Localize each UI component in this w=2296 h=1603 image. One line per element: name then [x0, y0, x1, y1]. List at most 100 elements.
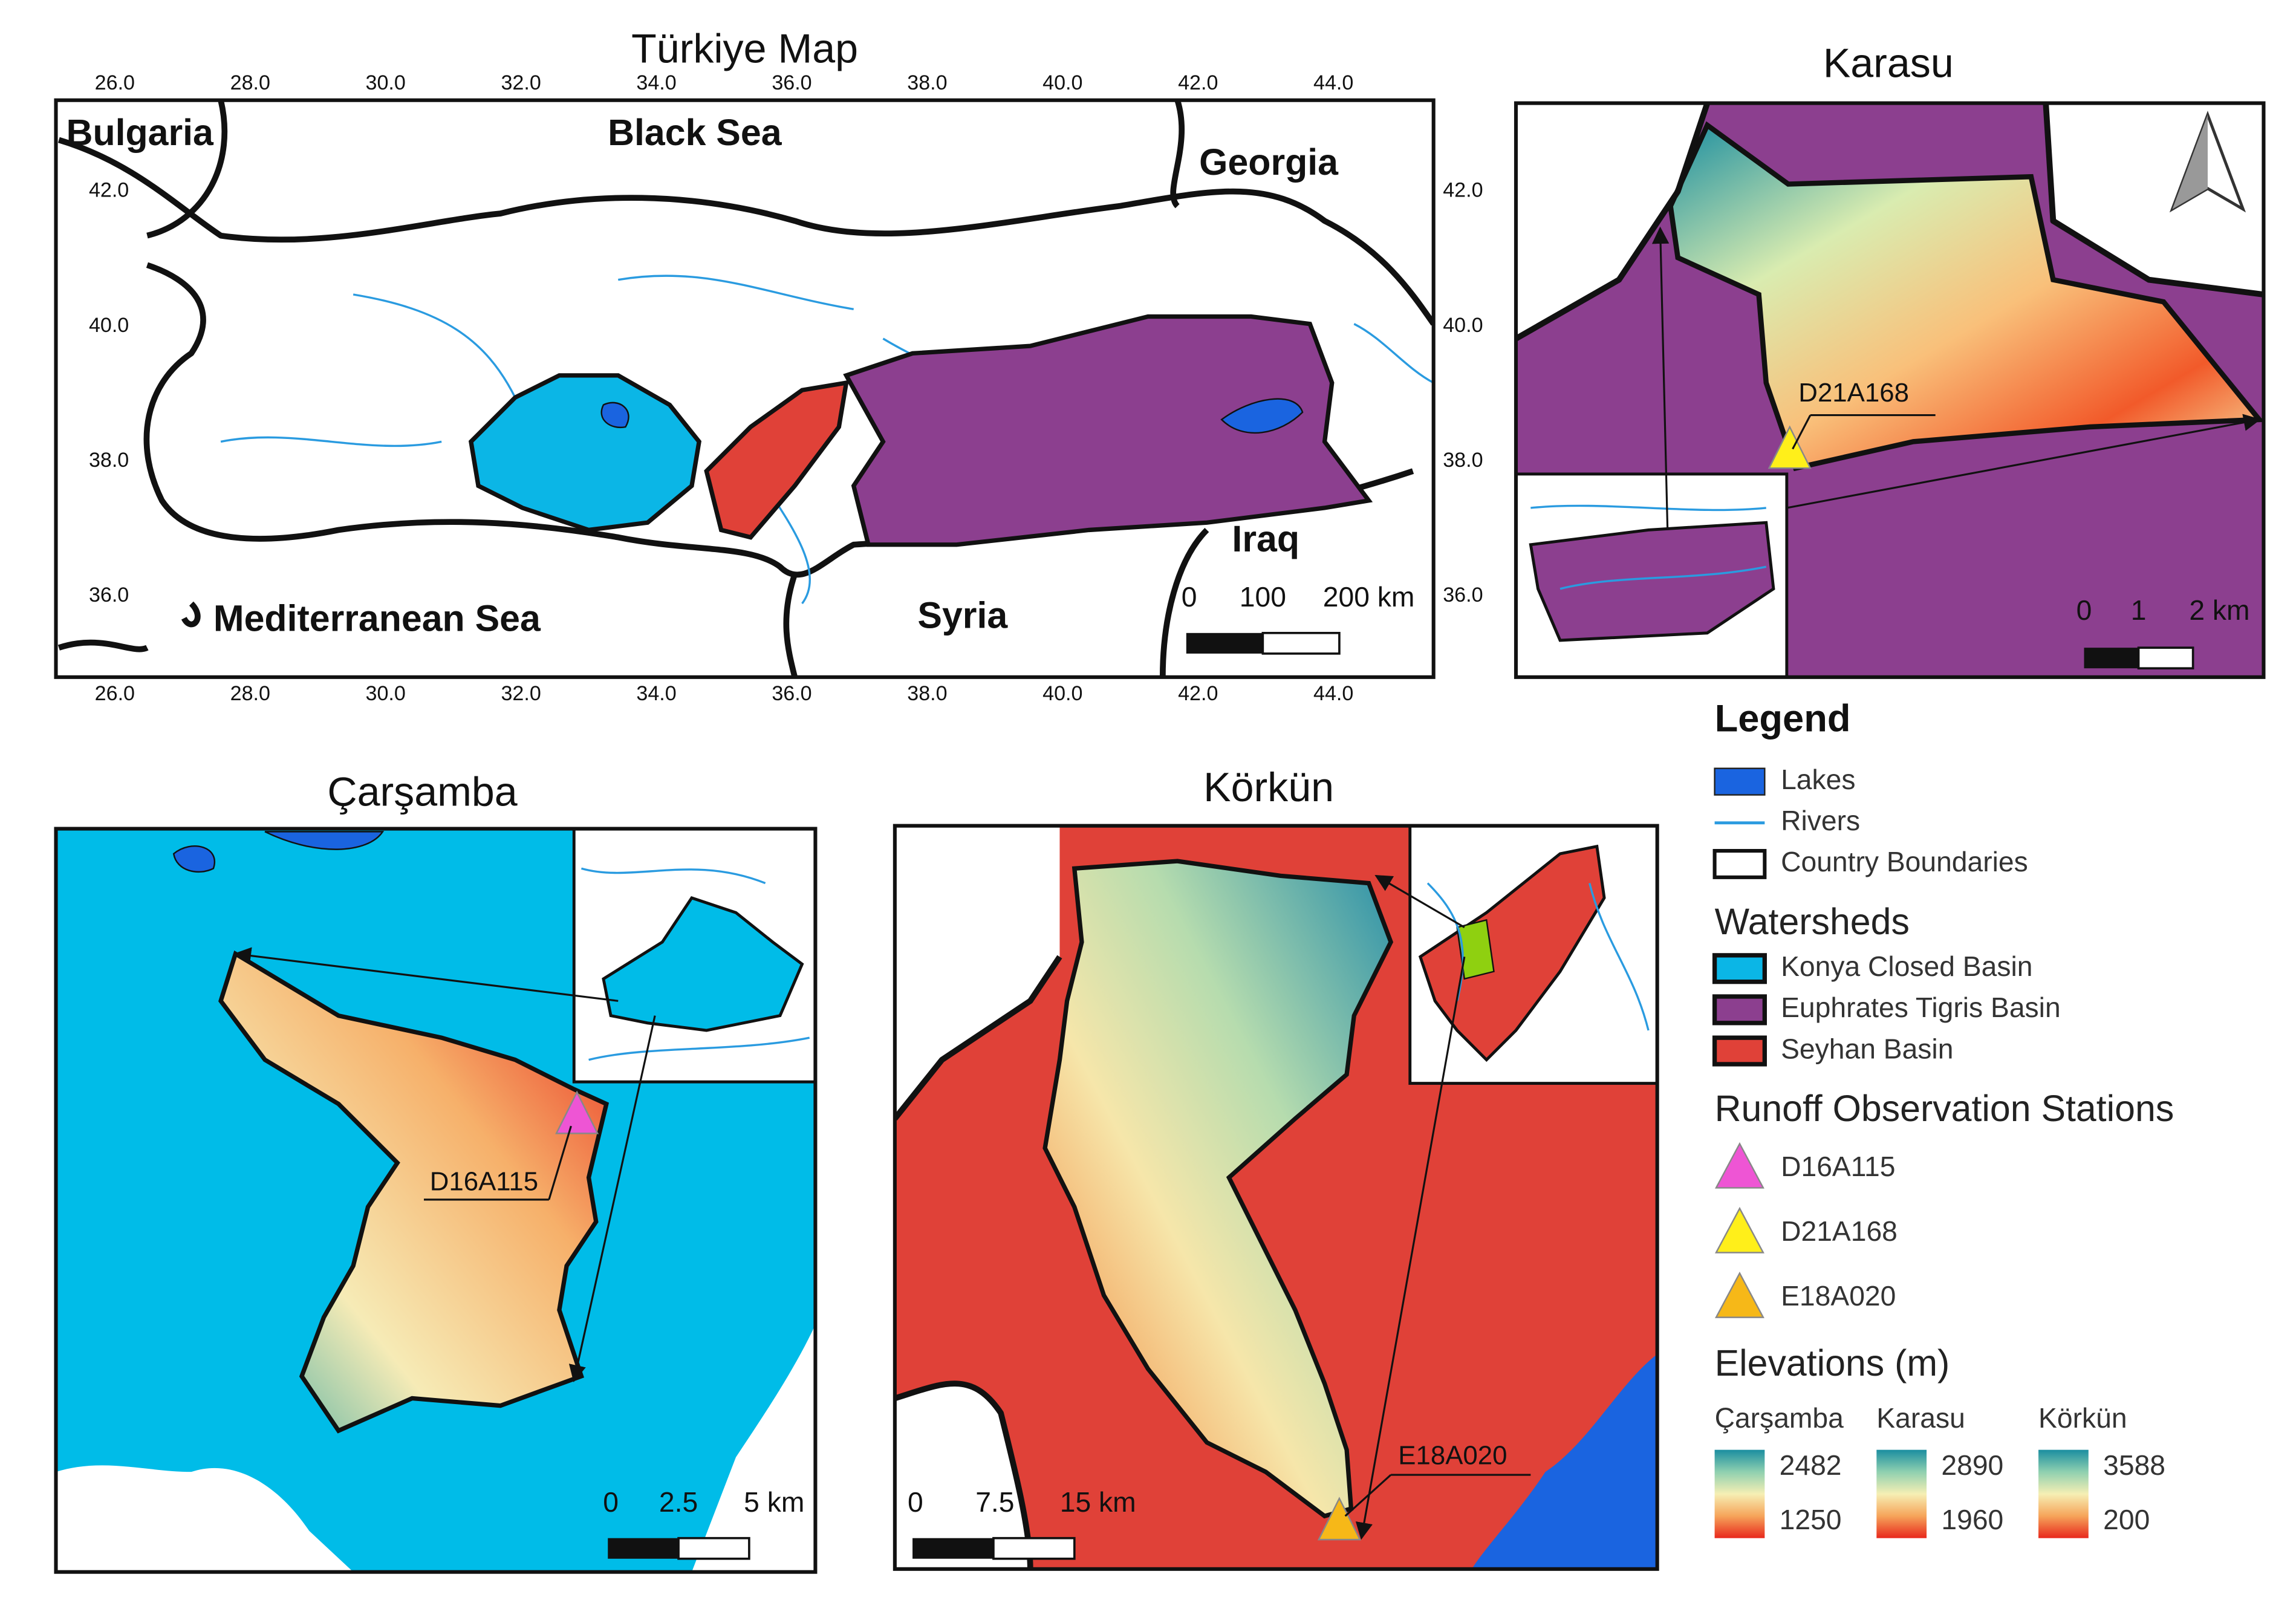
y-tick-label: 38.0: [89, 449, 129, 472]
legend-swatch: [1714, 767, 1766, 796]
y-tick-label: 42.0: [89, 179, 129, 202]
scale-label: 0: [603, 1486, 619, 1518]
x-tick-label: 30.0: [366, 682, 406, 705]
legend-swatch: [1712, 994, 1767, 1026]
y-tick-label: 36.0: [1443, 584, 1483, 606]
station-marker: [555, 1090, 599, 1134]
inset-arrow: [1355, 957, 1466, 1540]
x-tick-label: 26.0: [95, 71, 135, 94]
legend-item: Lakes: [1781, 764, 1855, 795]
legend-heading: Watersheds: [1715, 901, 1910, 942]
legend-item: D16A115: [1781, 1151, 1895, 1182]
inset-arrow: [1786, 414, 2261, 509]
scale-bar: [1261, 631, 1341, 655]
x-tick-label: 38.0: [907, 682, 947, 705]
scale-label: 2 km: [2189, 594, 2249, 626]
map-frame: [1514, 101, 2266, 679]
inset-basin: [1418, 844, 1606, 1062]
elevation-ramp: [1714, 1449, 1765, 1538]
scale-label: 7.5: [975, 1486, 1014, 1518]
legend-item: Rivers: [1781, 805, 1860, 836]
scale-label: 5 km: [744, 1486, 804, 1518]
elevation-raster: [1042, 859, 1394, 1519]
outside-area: [1515, 103, 2264, 339]
carsamba-map: D16A115 0 2.5 5 km: [56, 828, 816, 1572]
seyhan-basin: [704, 380, 849, 540]
elevation-max: 3588: [2103, 1449, 2165, 1481]
scale-bar: [912, 1538, 994, 1559]
scale-label: 200 km: [1323, 581, 1415, 613]
scale-label: 100: [1240, 581, 1286, 613]
elevation-min: 200: [2103, 1504, 2150, 1535]
legend-item: E18A020: [1781, 1280, 1896, 1312]
legend-heading: Elevations (m): [1715, 1342, 1950, 1384]
inset-arrow: [233, 947, 619, 1002]
scale-bar: [2084, 648, 2139, 669]
inset-arrow: [1651, 226, 1670, 530]
scale-label: 0: [1182, 581, 1197, 613]
legend-swatch: [1712, 953, 1767, 984]
elevation-max: 2890: [1941, 1449, 2003, 1481]
x-tick-label: 34.0: [636, 682, 676, 705]
y-tick-label: 40.0: [89, 314, 129, 337]
place-label: Georgia: [1199, 141, 1339, 183]
rivers: [581, 867, 810, 1061]
x-tick-label: 26.0: [95, 682, 135, 705]
lake: [172, 831, 385, 873]
elevation-name: Çarşamba: [1715, 1402, 1844, 1434]
station-label: D21A168: [1798, 378, 1909, 408]
elevation-ramp: [1876, 1449, 1927, 1538]
x-tick-label: 34.0: [636, 71, 676, 94]
y-tick-label: 42.0: [1443, 179, 1483, 202]
elevation-ramp: [2038, 1449, 2089, 1538]
y-tick-label: 40.0: [1443, 314, 1483, 337]
map-frame: [54, 827, 818, 1574]
scale-label: 1: [2131, 594, 2147, 626]
boundary: [894, 955, 1062, 1569]
legend-item: Euphrates Tigris Basin: [1781, 992, 2061, 1023]
coordinate-ticks: 26.0 26.0 28.0 28.0 30.0 30.0 32.0 32.0 34.0 34.0…: [89, 71, 1483, 705]
inset-arrow: [568, 1015, 656, 1383]
legend-item: Seyhan Basin: [1781, 1033, 1953, 1064]
x-tick-label: 40.0: [1042, 71, 1082, 94]
scale-label: 2.5: [659, 1486, 698, 1518]
scale-label: 0: [2076, 594, 2092, 626]
x-tick-label: 36.0: [772, 682, 811, 705]
euphrates-tigris-basin: [843, 314, 1373, 547]
x-tick-label: 44.0: [1313, 682, 1353, 705]
place-label: Mediterranean Sea: [213, 597, 541, 639]
x-tick-label: 28.0: [230, 682, 270, 705]
boundary: [57, 100, 1209, 677]
map-title: Karasu: [1823, 41, 1954, 86]
elevation-name: Karasu: [1876, 1402, 1965, 1434]
y-tick-label: 38.0: [1443, 449, 1483, 472]
leader-line: [1792, 414, 1812, 450]
konya-basin: [468, 373, 702, 533]
scale-label: 0: [908, 1486, 923, 1518]
elevation-raster: [1668, 121, 2264, 472]
karasu-map: D21A168 0 1 2 km: [1515, 103, 2264, 677]
x-tick-label: 28.0: [230, 71, 270, 94]
inset-basin: [602, 896, 804, 1032]
map-title: Körkün: [1203, 764, 1334, 810]
scale-bar: [992, 1536, 1076, 1560]
legend-item: Country Boundaries: [1781, 846, 2028, 877]
inset-arrow: [1374, 874, 1465, 928]
station-label: E18A020: [1398, 1440, 1507, 1470]
lake: [1471, 1354, 1657, 1569]
legend-swatch: [1714, 1142, 1764, 1189]
legend-item: D21A168: [1781, 1215, 1898, 1247]
elevation-legend: Çarşamba 2482 1250 Karasu 2890 1960 Körkün 3588…: [1714, 1402, 2165, 1538]
map-frame: [54, 98, 1436, 679]
scale-bar: [1186, 632, 1263, 654]
legend-item: Konya Closed Basin: [1781, 951, 2032, 982]
x-tick-label: 38.0: [907, 71, 947, 94]
x-tick-label: 42.0: [1178, 71, 1218, 94]
lake: [600, 402, 629, 429]
legend-title: Legend: [1715, 698, 1851, 740]
outside-area: [56, 1324, 816, 1572]
x-tick-label: 42.0: [1178, 682, 1218, 705]
elevation-name: Körkün: [2038, 1402, 2127, 1434]
